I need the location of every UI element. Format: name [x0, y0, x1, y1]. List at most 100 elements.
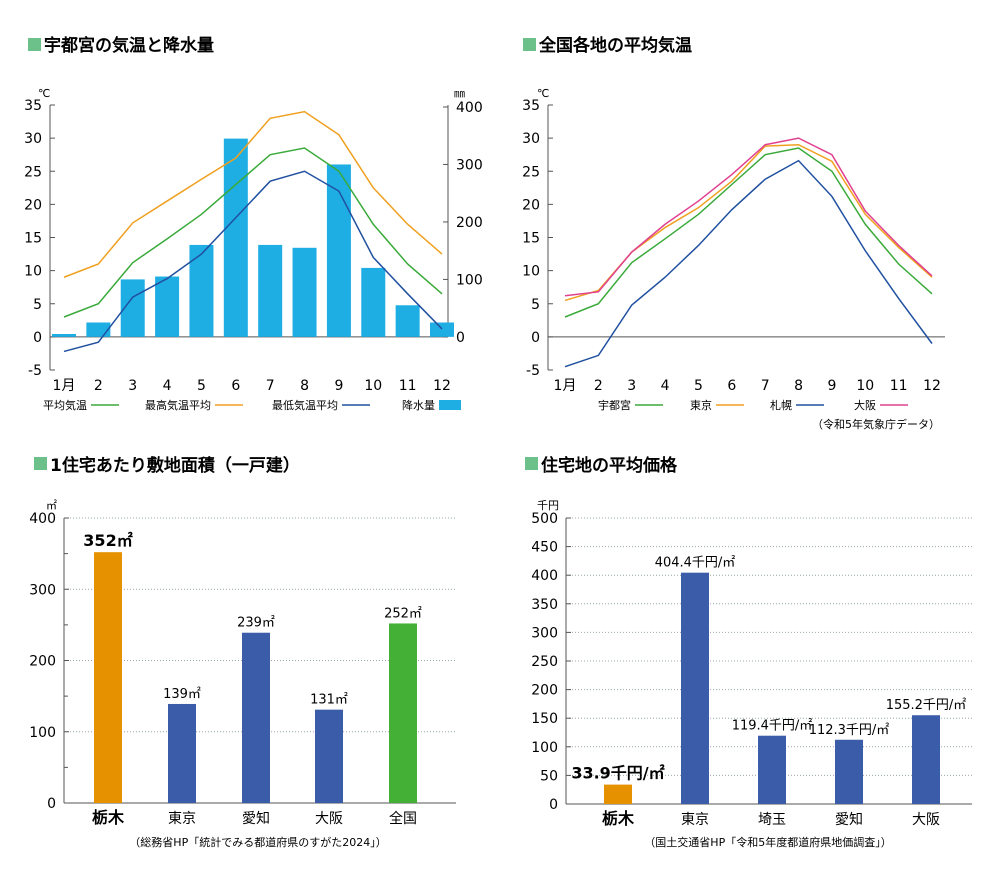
y-tick-label-right: 300 [456, 157, 483, 173]
y-tick-label: 400 [29, 511, 56, 527]
precip-bar [430, 322, 454, 337]
data-label: 404.4千円/㎡ [655, 556, 736, 571]
precip-bar [395, 305, 420, 337]
bars [52, 138, 454, 337]
y-tick-label-right: 400 [456, 100, 483, 116]
precip-bar [326, 164, 351, 337]
bar [912, 715, 940, 804]
x-tick-label: 10 [364, 378, 382, 394]
title-marker [523, 38, 536, 51]
x-tick-label: 栃木 [602, 809, 635, 828]
y-tick-label: 100 [29, 725, 56, 741]
bar-chart: 50045040035030025020015010050033.9千円/㎡栃木… [531, 511, 972, 828]
title-marker [28, 38, 41, 51]
x-tick-label: 6 [727, 378, 736, 394]
y-tick-label: 10 [24, 264, 42, 280]
y-tick-label: 0 [531, 330, 540, 346]
axes: 35 30 25 20 15 10 5 0 -5 400 300 200 100 0 1月 2 3 4 5 6 7 8 9 1… [24, 98, 483, 394]
x-tick-label: 東京 [168, 811, 196, 827]
chart-title: 宇都宮の気温と降水量 [44, 35, 214, 56]
data-label: 252㎡ [384, 606, 422, 621]
bar [835, 739, 863, 804]
x-tick-label: 東京 [681, 812, 709, 828]
y-unit: 千円 [537, 499, 559, 512]
title-marker [34, 457, 47, 470]
legend-label: 降水量 [402, 398, 435, 412]
chart-national-temp: 全国各地の平均気温 ℃ 35 30 25 20 15 10 5 0 -5 1月 2 3 4 5 6 7 8 9 10… [522, 35, 945, 431]
y-unit: ℃ [537, 87, 549, 100]
x-tick-label: 埼玉 [758, 812, 786, 828]
series-line [564, 159, 933, 368]
y-tick-label: 400 [531, 568, 558, 584]
data-label: 33.9千円/㎡ [571, 764, 664, 783]
axes: 35 30 25 20 15 10 5 0 -5 1月 2 3 4 5 6 7 8 9 10 11 12 [522, 98, 945, 394]
y-tick-label: 100 [531, 740, 558, 756]
legend: 平均気温 最高気温平均 最低気温平均 降水量 [43, 398, 461, 412]
data-label: 352㎡ [83, 531, 132, 550]
y-tick-label-right: 100 [456, 272, 483, 288]
y-tick-label: 450 [531, 540, 558, 556]
x-tick-label: 9 [334, 378, 343, 394]
precip-bar [86, 322, 111, 337]
precip-bar [155, 276, 180, 337]
data-label: 155.2千円/㎡ [886, 698, 967, 713]
data-label: 139㎡ [163, 687, 201, 702]
legend-label: 大阪 [854, 398, 876, 412]
x-tick-label: 7 [266, 378, 275, 394]
x-tick-label: 2 [94, 378, 103, 394]
y-tick-label: 50 [540, 768, 558, 784]
precip-bar [189, 244, 214, 337]
y-tick-label: 500 [531, 511, 558, 527]
x-tick-label: 11 [399, 378, 417, 394]
legend: 宇都宮 東京 札幌 大阪 [598, 398, 908, 412]
precip-bar [52, 334, 76, 337]
x-tick-label: 8 [794, 378, 803, 394]
y-tick-label: 200 [29, 654, 56, 670]
y-tick-label: 0 [33, 330, 42, 346]
y-tick-label: 35 [24, 98, 42, 114]
chart-utsunomiya: 宇都宮の気温と降水量 ℃ ㎜ 35302520151050-5400300200… [24, 35, 483, 412]
data-label: 239㎡ [237, 616, 275, 631]
source-note: （国土交通省HP「令和5年度都道府県地価調査」） [644, 835, 891, 849]
y-tick-label: 35 [522, 98, 540, 114]
x-tick-label: 愛知 [242, 810, 270, 827]
y-tick-label: 350 [531, 597, 558, 613]
y-tick-label-right: 200 [456, 215, 483, 231]
precip-bar [258, 244, 283, 337]
x-tick-label: 1月 [53, 378, 76, 394]
y-tick-label: 10 [522, 264, 540, 280]
lines [564, 137, 933, 368]
legend-label: 平均気温 [43, 398, 87, 412]
y-tick-label: 0 [47, 796, 56, 812]
y-tick-label: 15 [522, 231, 540, 247]
legend-swatch [439, 400, 461, 410]
precip-bar [223, 138, 248, 337]
y-tick-label: 15 [24, 231, 42, 247]
y-tick-label: -5 [526, 363, 540, 379]
bar [604, 784, 632, 804]
x-tick-label: 3 [128, 378, 137, 394]
bar [389, 623, 417, 803]
y-tick-label-right: 0 [456, 330, 465, 346]
chart-title: 住宅地の平均価格 [541, 455, 678, 476]
y-tick-label: 25 [522, 164, 540, 180]
bar [168, 703, 196, 803]
legend-label: 最低気温平均 [272, 398, 338, 412]
x-tick-label: 1月 [554, 378, 577, 394]
y-tick-label: 30 [522, 131, 540, 147]
x-tick-label: 12 [433, 378, 451, 394]
lines [63, 110, 443, 353]
precip-bar [361, 267, 386, 337]
series-line [63, 147, 443, 318]
y-tick-label: 20 [522, 197, 540, 213]
x-tick-label: 栃木 [92, 808, 125, 827]
y-unit-left: ℃ [38, 87, 50, 100]
y-tick-label: 25 [24, 164, 42, 180]
series-line [564, 147, 933, 318]
title-marker [525, 457, 538, 470]
x-tick-label: 2 [594, 378, 603, 394]
data-label: 119.4千円/㎡ [732, 719, 813, 734]
x-tick-label: 8 [300, 378, 309, 394]
precip-bar [292, 247, 317, 337]
